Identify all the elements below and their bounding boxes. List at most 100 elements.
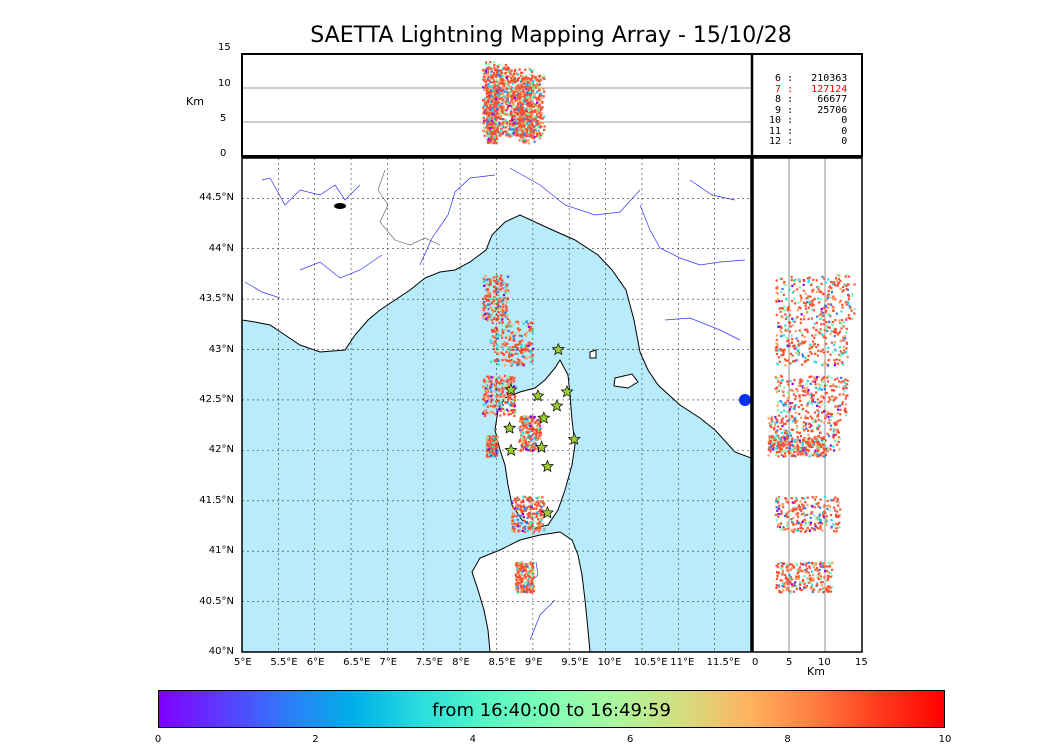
flash-point bbox=[512, 339, 515, 342]
lat-altitude-flash-point bbox=[823, 449, 826, 452]
lat-altitude-flash-point bbox=[791, 437, 794, 440]
lat-altitude-flash-point bbox=[828, 509, 832, 512]
altitude-flash-point bbox=[512, 128, 515, 131]
flash-point bbox=[530, 429, 534, 432]
flash-point bbox=[524, 507, 527, 511]
lat-altitude-flash-point bbox=[826, 306, 830, 309]
altitude-flash-point bbox=[516, 122, 519, 126]
lat-altitude-flash-point bbox=[792, 393, 796, 396]
flash-point bbox=[520, 581, 524, 584]
flash-point bbox=[506, 301, 510, 304]
altitude-flash-point bbox=[522, 98, 525, 101]
flash-point bbox=[516, 591, 519, 594]
altitude-flash-point bbox=[528, 123, 532, 126]
lat-altitude-flash-point bbox=[795, 496, 798, 500]
flash-point bbox=[521, 339, 524, 342]
altitude-flash-point bbox=[520, 109, 524, 112]
lat-altitude-flash-point bbox=[827, 400, 830, 403]
flash-point bbox=[513, 408, 516, 412]
lat-altitude-flash-point bbox=[793, 417, 797, 421]
lat-altitude-flash-point bbox=[820, 350, 823, 353]
lat-altitude-flash-point bbox=[783, 280, 786, 284]
lat-altitude-flash-point bbox=[780, 375, 783, 378]
flash-point bbox=[513, 514, 516, 518]
lat-altitude-flash-point bbox=[789, 362, 792, 365]
lat-altitude-flash-point bbox=[819, 329, 822, 333]
altitude-flash-point bbox=[527, 90, 531, 94]
flash-point bbox=[511, 528, 514, 531]
lat-altitude-flash-point bbox=[802, 283, 805, 286]
flash-point bbox=[493, 302, 496, 305]
flash-point bbox=[525, 508, 528, 511]
lat-altitude-flash-point bbox=[811, 510, 814, 514]
lat-altitude-flash-point bbox=[802, 424, 805, 428]
lat-altitude-flash-point bbox=[782, 434, 786, 438]
lat-altitude-flash-point bbox=[845, 284, 848, 287]
flash-point bbox=[484, 402, 487, 405]
flash-point bbox=[542, 505, 545, 508]
lat-altitude-flash-point bbox=[775, 434, 778, 437]
altitude-flash-point bbox=[505, 66, 508, 69]
flash-point bbox=[506, 401, 509, 404]
flash-point bbox=[494, 297, 497, 300]
lat-altitude-flash-point bbox=[838, 330, 842, 333]
flash-point bbox=[503, 290, 506, 293]
flash-point bbox=[512, 526, 515, 529]
lat-altitude-flash-point bbox=[853, 307, 856, 311]
flash-point bbox=[535, 428, 538, 431]
lat-altitude-flash-point bbox=[817, 453, 820, 457]
lat-altitude-flash-point bbox=[800, 513, 804, 516]
flash-point bbox=[532, 507, 536, 510]
flash-point bbox=[495, 451, 499, 454]
altitude-flash-point bbox=[535, 133, 539, 136]
lat-altitude-flash-point bbox=[810, 282, 813, 285]
flash-point bbox=[508, 378, 511, 381]
altitude-flash-point bbox=[495, 101, 499, 104]
flash-point bbox=[505, 342, 508, 345]
lat-altitude-flash-point bbox=[810, 430, 813, 433]
altitude-flash-point bbox=[532, 115, 535, 118]
altitude-flash-point bbox=[487, 75, 490, 79]
flash-point bbox=[502, 379, 505, 382]
lat-altitude-flash-point bbox=[822, 514, 825, 517]
altitude-flash-point bbox=[524, 76, 528, 79]
altitude-flash-point bbox=[528, 81, 531, 84]
flash-point bbox=[522, 322, 525, 325]
altitude-flash-point bbox=[483, 79, 486, 82]
altitude-flash-point bbox=[535, 135, 539, 138]
lat-altitude-flash-point bbox=[805, 410, 808, 413]
altitude-flash-point bbox=[497, 95, 501, 98]
altitude-flash-point bbox=[496, 137, 499, 140]
flash-point bbox=[530, 342, 533, 345]
altitude-flash-point bbox=[539, 94, 542, 98]
flash-point bbox=[530, 514, 533, 517]
flash-point bbox=[525, 331, 529, 334]
land-mainland bbox=[242, 158, 751, 459]
lat-altitude-flash-point bbox=[785, 435, 789, 438]
flash-point bbox=[531, 419, 534, 422]
altitude-flash-point bbox=[485, 137, 488, 141]
lat-altitude-flash-point bbox=[825, 414, 828, 417]
flash-point bbox=[484, 386, 487, 389]
altitude-flash-point bbox=[492, 112, 495, 116]
lat-altitude-flash-point bbox=[836, 523, 840, 526]
flash-point bbox=[501, 321, 504, 324]
lat-altitude-flash-point bbox=[844, 403, 847, 406]
altitude-flash-point bbox=[529, 135, 532, 138]
flash-point bbox=[488, 435, 491, 438]
flash-point bbox=[486, 375, 489, 378]
flash-point bbox=[538, 504, 541, 507]
lat-altitude-flash-point bbox=[803, 428, 806, 432]
lat-altitude-flash-point bbox=[830, 291, 834, 294]
lat-altitude-flash-point bbox=[767, 447, 771, 450]
flash-point bbox=[511, 353, 514, 357]
lat-altitude-flash-point bbox=[781, 390, 784, 393]
lat-altitude-flash-point bbox=[807, 581, 810, 584]
lat-altitude-flash-point bbox=[775, 447, 778, 451]
flash-point bbox=[516, 583, 519, 587]
altitude-flash-point bbox=[494, 114, 497, 117]
flash-point bbox=[506, 374, 510, 378]
altitude-flash-point bbox=[509, 88, 513, 91]
flash-point bbox=[484, 385, 488, 388]
altitude-flash-point bbox=[489, 109, 492, 112]
